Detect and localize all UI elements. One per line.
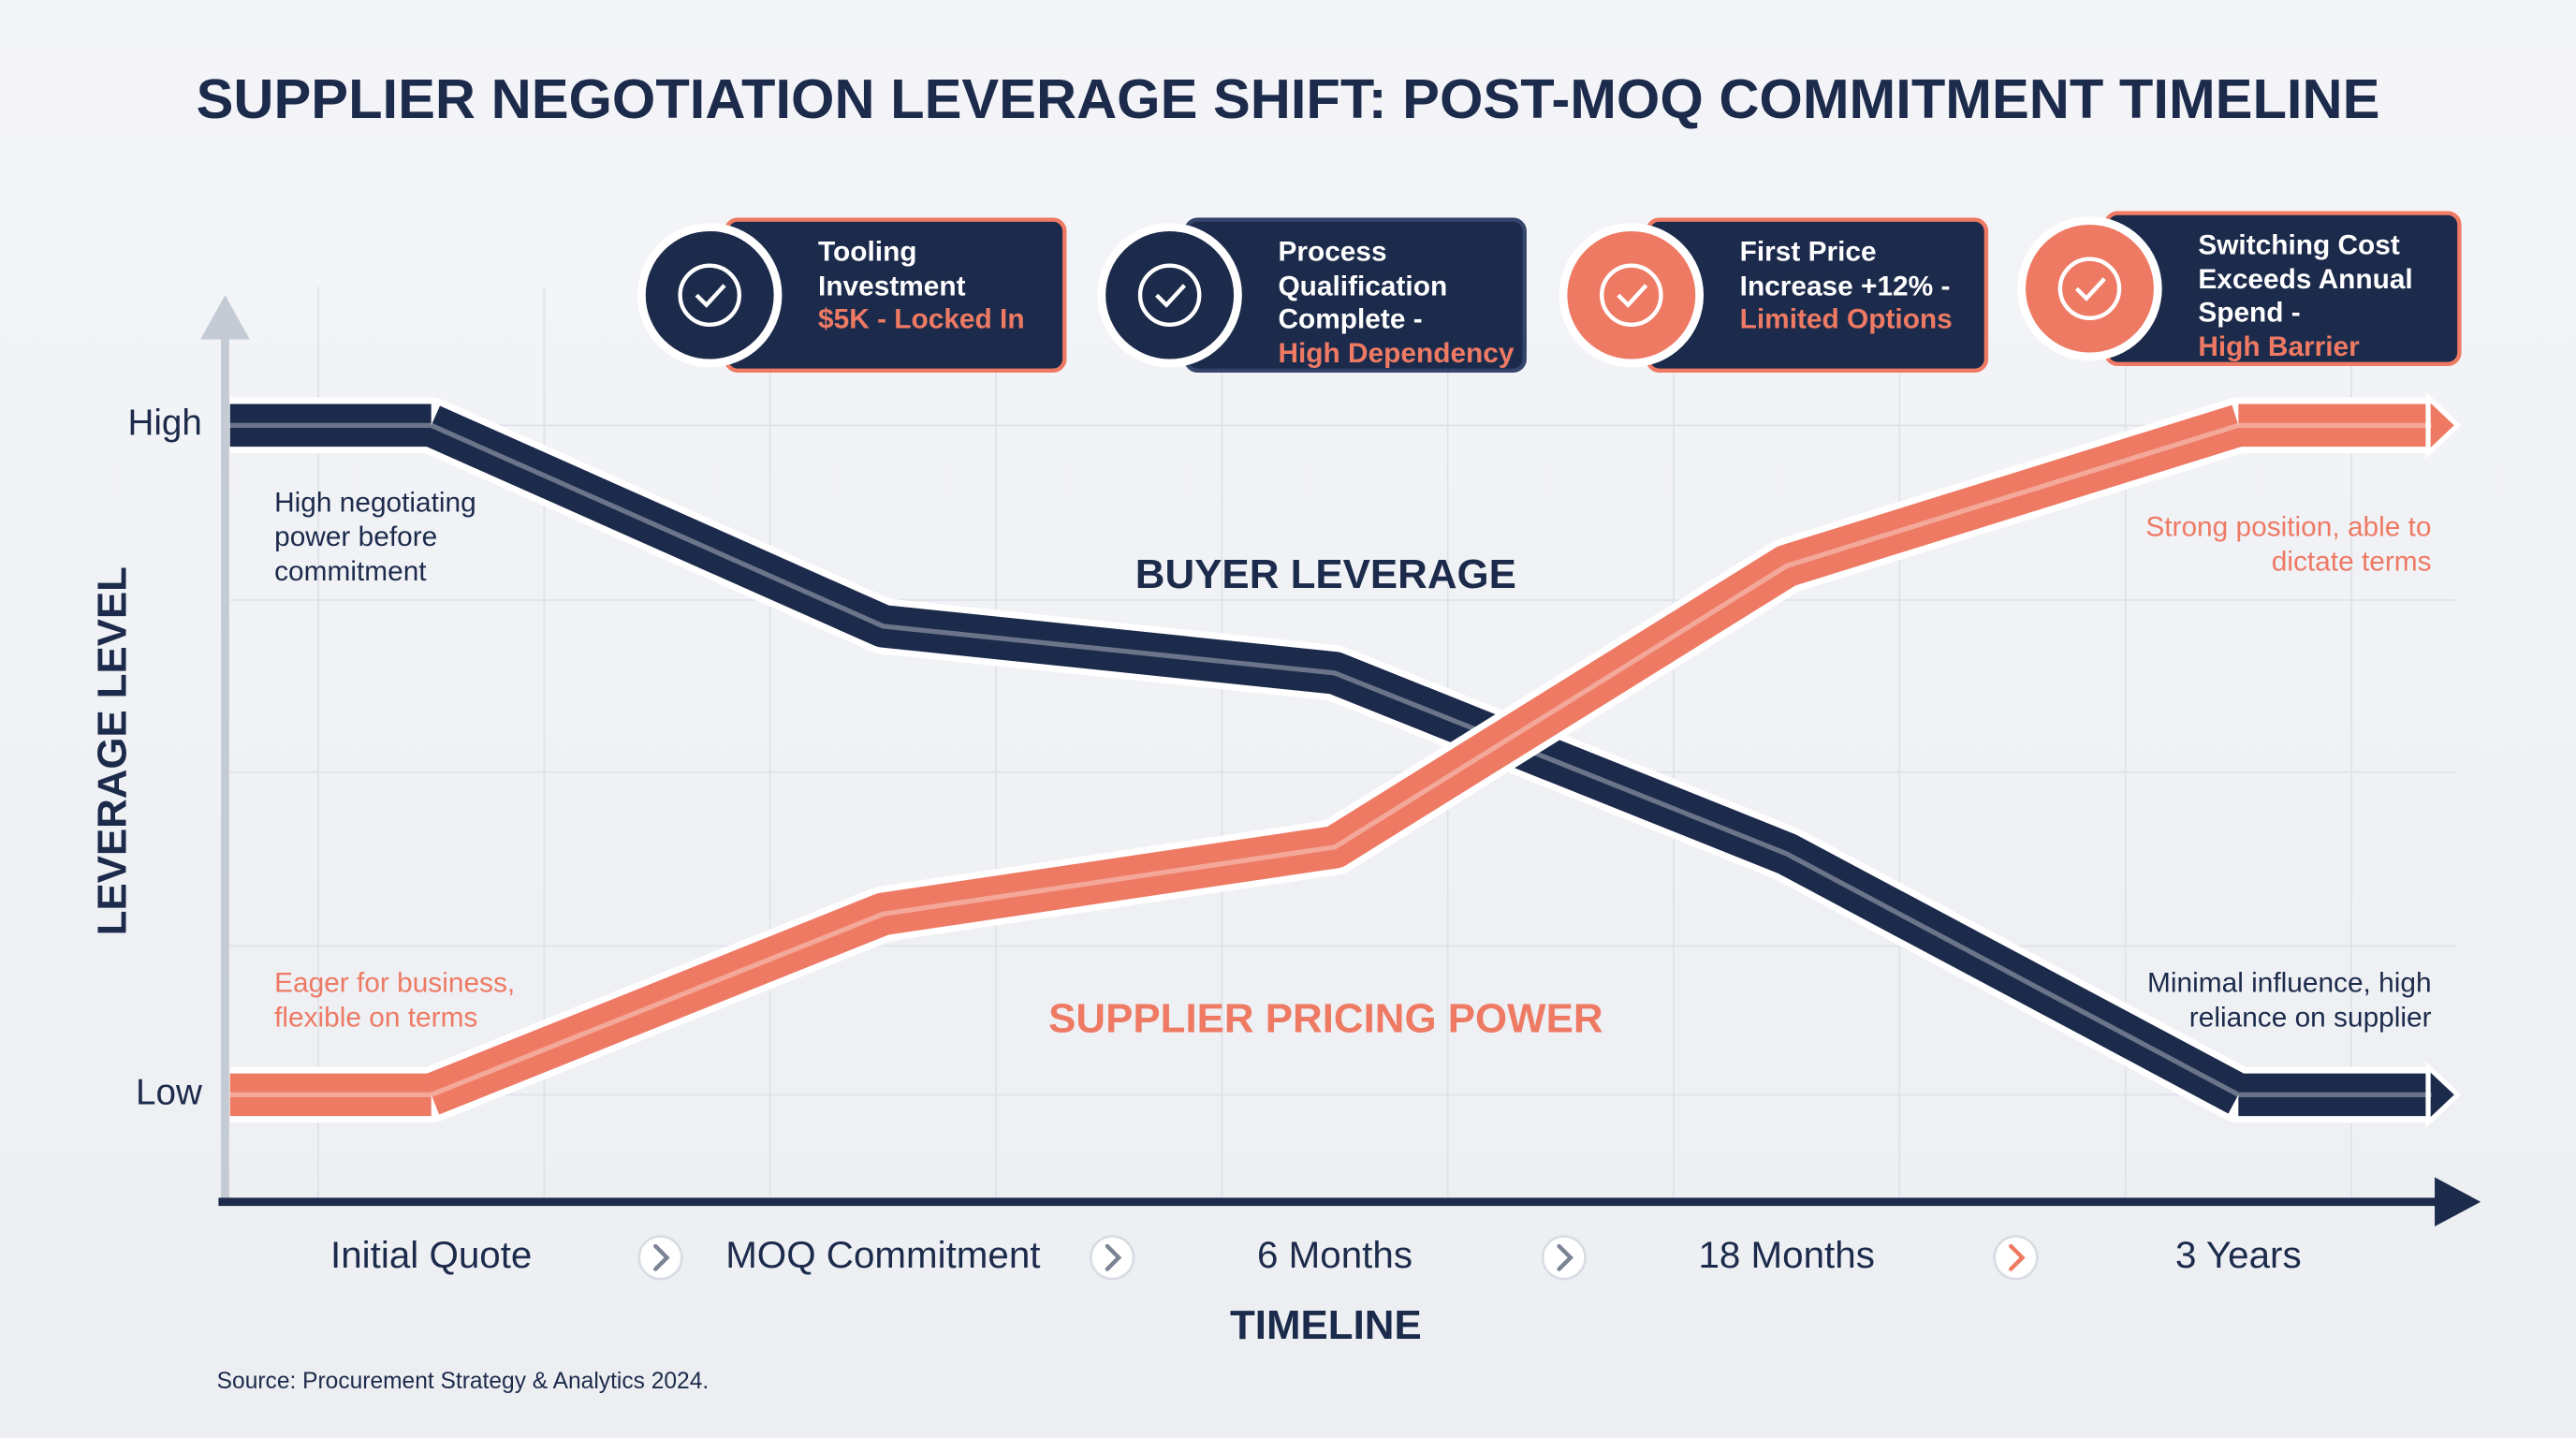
chevron-badge [1993,1235,2039,1281]
callout-detail: $5K - Locked In [818,303,1025,335]
callout-icon-glyph [1137,263,1202,327]
callout-icon [1567,230,1696,360]
chevron-badge [1090,1235,1135,1281]
series-label: BUYER LEVERAGE [1135,551,1516,597]
chevron [653,1243,670,1271]
callout-icon [2026,224,2154,353]
annotation: Strong position, able to dictate terms [2145,511,2432,578]
callout-icon-glyph [678,263,741,327]
x-tick-label: MOQ Commitment [725,1233,1040,1276]
callout: Switching Cost Exceeds Annual Spend - Hig… [2198,229,2450,364]
annotation: Eager for business, flexible on terms [274,967,516,1034]
series-highlight [229,422,2432,1097]
series-arrow [2425,391,2462,460]
callout-icon-glyph [695,284,726,308]
series-outline [229,397,2432,1123]
callout-title: Tooling Investment [818,236,966,301]
annotation: Minimal influence, high reliance on supp… [2147,967,2432,1034]
callout-title: First Price Increase +12% - [1739,236,1951,301]
callout-icon [645,230,774,360]
source-note: Source: Procurement Strategy & Analytics… [217,1369,710,1394]
chart-title: SUPPLIER NEGOTIATION LEVERAGE SHIFT: POS… [197,67,2380,130]
chevron [2009,1243,2026,1271]
callout: Process Qualification Complete - High Dep… [1278,236,1515,371]
callout-detail: High Dependency [1278,336,1515,369]
series-arrow [2425,1061,2462,1129]
callout-detail: High Barrier [2198,330,2360,362]
series-highlight [229,422,2432,1097]
x-axis-arrow [2435,1177,2481,1227]
series-stub [229,404,2432,1117]
series-line [423,404,2246,1115]
series-label: SUPPLIER PRICING POWER [1048,996,1603,1042]
callout-icon-glyph [2074,277,2106,301]
y-axis-arrow [200,295,250,340]
x-axis-label: TIMELINE [1230,1302,1422,1348]
y-tick-label: High [127,404,201,444]
y-axis-label: LEVERAGE LEVEL [89,566,135,935]
callout-icon-glyph [1155,284,1187,308]
annotation: High negotiating power before commitment [274,487,476,588]
callout: First Price Increase +12% - Limited Optio… [1740,236,1977,337]
callout-icon [1105,230,1235,360]
callout-detail: Limited Options [1739,303,1953,335]
callout-icon-glyph [1617,284,1648,308]
callout-icon-glyph [1600,263,1663,327]
chevron [1557,1243,1573,1271]
chevron [1105,1243,1122,1271]
series-stub [229,404,2432,1117]
x-tick-label: 18 Months [1698,1233,1874,1276]
callout-title: Switching Cost Exceeds Annual Spend - [2198,229,2413,329]
x-tick-label: Initial Quote [330,1233,532,1276]
x-tick-label: 6 Months [1257,1233,1412,1276]
chevron-badge [1541,1235,1587,1281]
callout-title: Process Qualification Complete - [1278,236,1448,335]
y-tick-label: Low [136,1073,202,1113]
series-line [422,405,2249,1114]
callout-icon-glyph [2057,257,2122,320]
callout: Tooling Investment $5K - Locked In [818,236,1055,337]
chevron-badge [637,1235,683,1281]
x-tick-label: 3 Years [2175,1233,2302,1276]
